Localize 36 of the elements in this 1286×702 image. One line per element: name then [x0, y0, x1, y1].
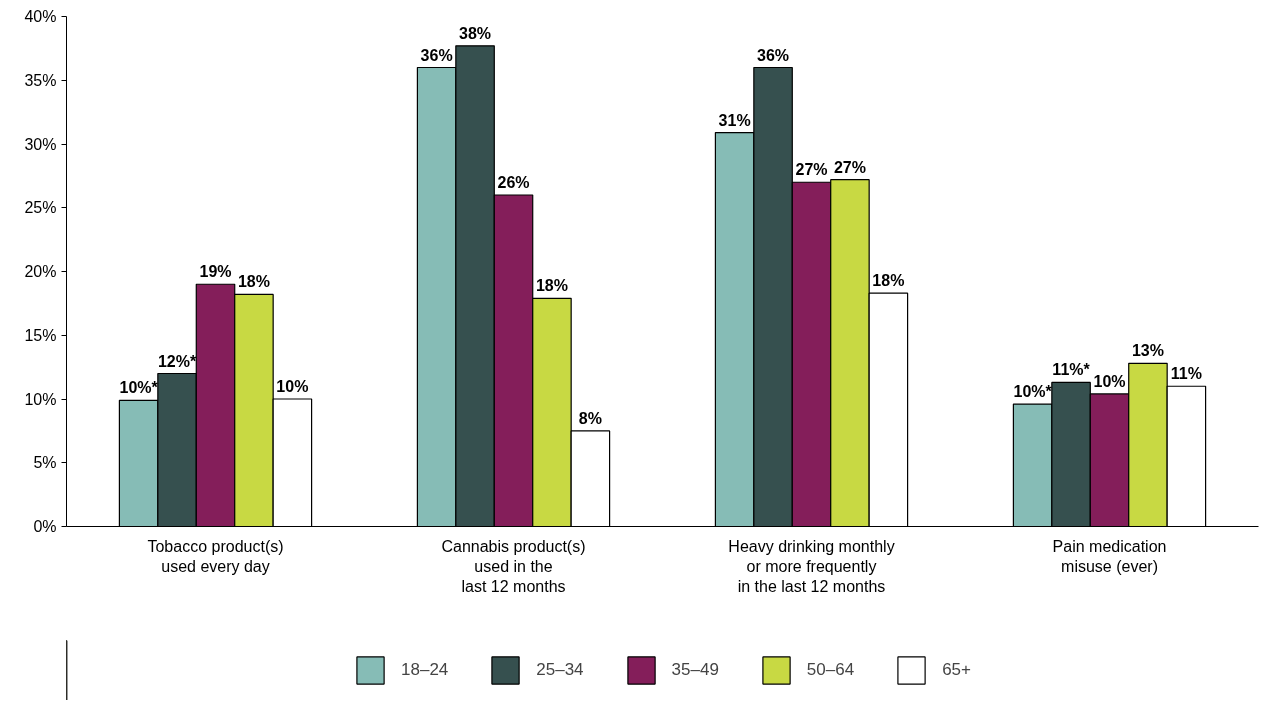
data-label: 18% [535, 277, 568, 295]
legend-label: 35–49 [671, 660, 719, 680]
x-tick-label: Pain medication misuse (ever) [1052, 537, 1167, 575]
data-label: 36% [757, 46, 790, 64]
legend-label: 25–34 [536, 660, 584, 680]
data-label: 18% [237, 273, 270, 291]
data-label: 36% [420, 46, 453, 64]
data-label: 11% [1170, 365, 1202, 383]
data-label: 27% [795, 161, 828, 179]
data-label: 10% [276, 378, 309, 395]
x-tick-label: Heavy drinking monthly or more frequently in the last 12 months [728, 537, 895, 596]
data-label: 19% [199, 263, 232, 281]
x-tick-label: Tobacco product(s) used every day [147, 537, 284, 575]
y-tick-label: 30% [24, 135, 57, 153]
data-label: 12%* [157, 352, 197, 370]
data-label: 10% [1093, 372, 1126, 390]
data-label: 38% [459, 24, 492, 42]
legend-label: 50–64 [806, 660, 855, 680]
data-label: 18% [872, 272, 905, 290]
y-tick-label: 20% [24, 263, 57, 280]
y-tick-label: 10% [24, 390, 57, 408]
y-tick-label: 35% [24, 71, 57, 89]
y-tick-label: 25% [24, 199, 57, 217]
data-label: 8% [578, 409, 602, 427]
y-tick-label: 40% [24, 8, 57, 25]
y-tick-label: 5% [33, 454, 57, 472]
data-label: 11%* [1052, 361, 1091, 379]
y-tick-label: 15% [24, 326, 57, 344]
data-label: 13% [1131, 342, 1164, 360]
data-label: 27% [833, 158, 866, 176]
data-label: 31% [718, 111, 751, 129]
legend-label: 65+ [942, 660, 971, 680]
data-label: 26% [497, 174, 530, 191]
x-tick-label: Cannabis product(s) used in the last 12 months [441, 537, 586, 596]
y-tick-label: 0% [33, 518, 57, 535]
legend-label: 18–24 [401, 660, 449, 680]
